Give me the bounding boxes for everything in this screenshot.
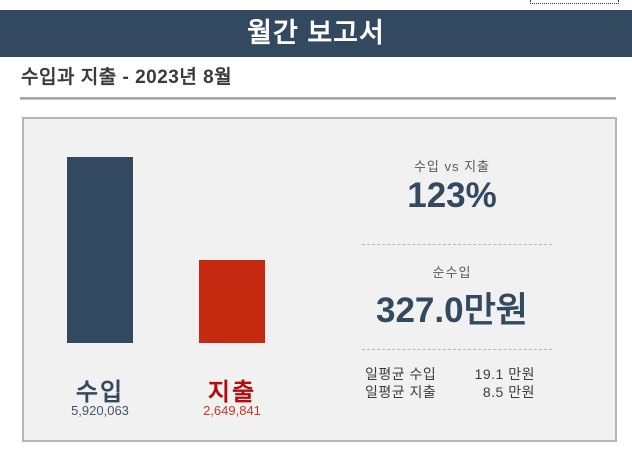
ratio-stat-label: 수입 vs 지출: [413, 159, 491, 174]
stats-divider-bottom: [362, 349, 552, 350]
income-expense-bar-chart: 수입 5,920,063 지출 2,649,841: [24, 119, 324, 440]
stats-divider-top: [362, 244, 552, 245]
daily-income-label: 일평균 수입: [365, 366, 437, 382]
daily-income-value: 19.1 만원: [474, 366, 535, 382]
income-bar-label: 수입: [75, 379, 125, 406]
ratio-stat-value: 123%: [407, 176, 497, 215]
net-income-stat-label: 순수입: [432, 265, 472, 280]
daily-expense-row: 일평균 지출 8.5 만원: [365, 383, 535, 401]
daily-average-table: 일평균 수입 19.1 만원 일평균 지출 8.5 만원: [365, 365, 535, 401]
dotted-border-fragment: [530, 0, 619, 4]
bar-group-income: 수입 5,920,063: [34, 119, 166, 429]
expense-bar-label: 지출: [207, 379, 257, 406]
daily-expense-value: 8.5 만원: [482, 384, 535, 400]
page-title: 월간 보고서: [247, 18, 385, 48]
net-income-stat-value: 327.0만원: [376, 291, 528, 330]
report-header: 월간 보고서: [0, 10, 632, 57]
report-panel: 수입 5,920,063 지출 2,649,841 수입 vs 지출 123% …: [22, 117, 617, 442]
report-subtitle: 수입과 지출 - 2023년 8월: [21, 67, 233, 88]
expense-bar: [199, 260, 265, 343]
daily-income-row: 일평균 수입 19.1 만원: [365, 365, 535, 383]
income-bar: [67, 157, 133, 343]
daily-expense-label: 일평균 지출: [365, 384, 437, 400]
subtitle-divider: [20, 97, 616, 100]
bar-group-expense: 지출 2,649,841: [166, 119, 298, 429]
expense-bar-value: 2,649,841: [203, 403, 261, 418]
income-bar-value: 5,920,063: [71, 403, 129, 418]
